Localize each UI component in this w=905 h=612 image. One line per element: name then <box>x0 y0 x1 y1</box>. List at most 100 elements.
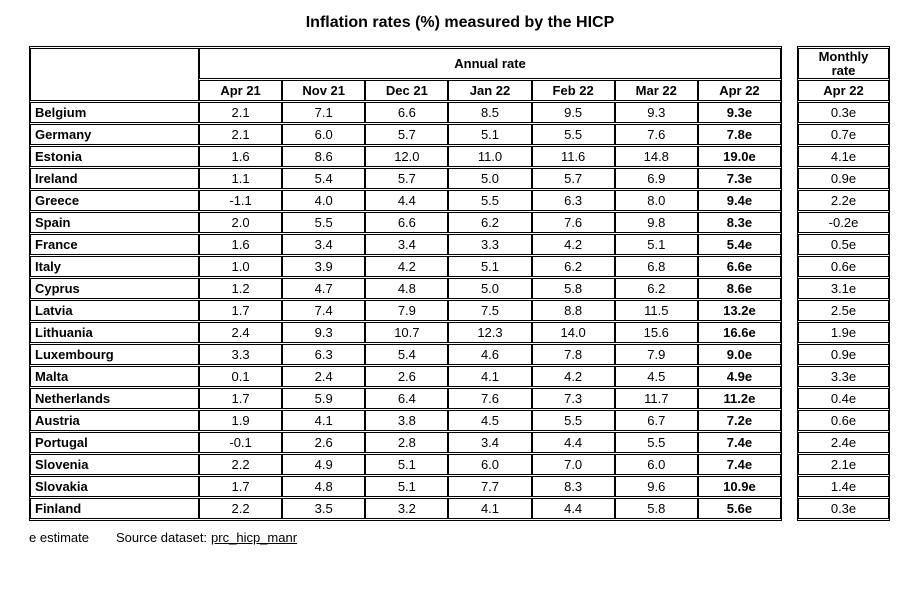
country-label: Netherlands <box>30 388 199 409</box>
annual-value-cell: 6.6 <box>365 212 449 233</box>
table-row: Germany 2.1 6.0 5.7 5.1 5.5 7.6 7.8e <box>30 124 781 145</box>
table-row: 0.4e <box>798 388 889 409</box>
annual-value-cell: 5.5 <box>282 212 366 233</box>
annual-value-cell: 13.2e <box>697 300 781 321</box>
annual-value-cell: 4.2 <box>365 256 449 277</box>
annual-value-cell: 3.2 <box>365 498 449 519</box>
table-row: 2.2e <box>798 190 889 211</box>
annual-value-cell: 1.2 <box>199 278 283 299</box>
table-row: 0.6e <box>798 256 889 277</box>
annual-value-cell: 5.5 <box>614 432 698 453</box>
annual-value-cell: 5.1 <box>448 256 532 277</box>
annual-value-cell: 9.5 <box>531 102 615 123</box>
annual-value-cell: 5.4e <box>697 234 781 255</box>
annual-value-cell: 5.0 <box>448 168 532 189</box>
annual-value-cell: 5.0 <box>448 278 532 299</box>
annual-value-cell: 6.7 <box>614 410 698 431</box>
annual-value-cell: 4.0 <box>282 190 366 211</box>
annual-value-cell: 4.2 <box>531 366 615 387</box>
monthly-value-cell: 0.7e <box>798 124 889 145</box>
annual-value-cell: 2.2 <box>199 454 283 475</box>
table-row: 3.3e <box>798 366 889 387</box>
annual-value-cell: 8.6e <box>697 278 781 299</box>
annual-value-cell: 5.7 <box>365 168 449 189</box>
column-header-monthly-apr-22: Apr 22 <box>798 80 889 101</box>
table-row: 1.4e <box>798 476 889 497</box>
country-label: Portugal <box>30 432 199 453</box>
annual-value-cell: 6.3 <box>282 344 366 365</box>
column-header-nov-21: Nov 21 <box>282 80 366 101</box>
table-row: 0.6e <box>798 410 889 431</box>
monthly-value-cell: 0.9e <box>798 344 889 365</box>
table-row: 0.9e <box>798 168 889 189</box>
table-row: 3.1e <box>798 278 889 299</box>
table-row: Belgium 2.1 7.1 6.6 8.5 9.5 9.3 9.3e <box>30 102 781 123</box>
annual-value-cell: 9.0e <box>697 344 781 365</box>
table-row: Spain 2.0 5.5 6.6 6.2 7.6 9.8 8.3e <box>30 212 781 233</box>
annual-value-cell: 1.0 <box>199 256 283 277</box>
source-dataset-link[interactable]: prc_hicp_manr <box>211 530 298 545</box>
annual-value-cell: 4.9 <box>282 454 366 475</box>
annual-value-cell: 6.6e <box>697 256 781 277</box>
annual-value-cell: 11.7 <box>614 388 698 409</box>
monthly-rate-group-header: Monthly rate <box>798 48 889 79</box>
annual-value-cell: 6.2 <box>614 278 698 299</box>
annual-value-cell: 4.8 <box>282 476 366 497</box>
annual-value-cell: 6.6 <box>365 102 449 123</box>
column-header-mar-22: Mar 22 <box>614 80 698 101</box>
monthly-value-cell: 3.1e <box>798 278 889 299</box>
annual-value-cell: 11.0 <box>448 146 532 167</box>
annual-value-cell: 2.4 <box>199 322 283 343</box>
table-row: Portugal -0.1 2.6 2.8 3.4 4.4 5.5 7.4e <box>30 432 781 453</box>
table-row: 0.3e <box>798 498 889 519</box>
annual-value-cell: 1.1 <box>199 168 283 189</box>
annual-value-cell: 3.3 <box>199 344 283 365</box>
annual-value-cell: 7.2e <box>697 410 781 431</box>
table-row: Austria 1.9 4.1 3.8 4.5 5.5 6.7 7.2e <box>30 410 781 431</box>
annual-value-cell: 1.9 <box>199 410 283 431</box>
annual-value-cell: 5.1 <box>365 454 449 475</box>
annual-value-cell: 2.1 <box>199 102 283 123</box>
monthly-value-cell: 0.6e <box>798 256 889 277</box>
annual-value-cell: 7.6 <box>614 124 698 145</box>
country-label: Cyprus <box>30 278 199 299</box>
table-row: Lithuania 2.4 9.3 10.7 12.3 14.0 15.6 16.6e <box>30 322 781 343</box>
annual-value-cell: 1.7 <box>199 388 283 409</box>
annual-value-cell: 1.7 <box>199 476 283 497</box>
annual-value-cell: 19.0e <box>697 146 781 167</box>
tables-container: Annual rate Apr 21 Nov 21 Dec 21 Jan 22 Feb … <box>29 46 891 521</box>
annual-value-cell: 2.4 <box>282 366 366 387</box>
annual-value-cell: 2.0 <box>199 212 283 233</box>
country-label: Slovakia <box>30 476 199 497</box>
table-row: Cyprus 1.2 4.7 4.8 5.0 5.8 6.2 8.6e <box>30 278 781 299</box>
annual-value-cell: 11.6 <box>531 146 615 167</box>
country-label: Luxembourg <box>30 344 199 365</box>
country-label: Spain <box>30 212 199 233</box>
annual-value-cell: 4.5 <box>614 366 698 387</box>
table-row: Italy 1.0 3.9 4.2 5.1 6.2 6.8 6.6e <box>30 256 781 277</box>
annual-value-cell: 5.7 <box>365 124 449 145</box>
annual-value-cell: 6.3 <box>531 190 615 211</box>
annual-group-header-row: Annual rate <box>30 48 781 101</box>
country-label: France <box>30 234 199 255</box>
monthly-value-cell: 0.3e <box>798 102 889 123</box>
table-row: Ireland 1.1 5.4 5.7 5.0 5.7 6.9 7.3e <box>30 168 781 189</box>
annual-value-cell: 15.6 <box>614 322 698 343</box>
table-row: Estonia 1.6 8.6 12.0 11.0 11.6 14.8 19.0e <box>30 146 781 167</box>
table-row: -0.2e <box>798 212 889 233</box>
annual-value-cell: 5.8 <box>531 278 615 299</box>
monthly-value-cell: 0.3e <box>798 498 889 519</box>
annual-value-cell: 2.8 <box>365 432 449 453</box>
monthly-value-cell: 4.1e <box>798 146 889 167</box>
monthly-table-header: Monthly rate Apr 22 <box>798 48 889 101</box>
monthly-value-cell: 2.4e <box>798 432 889 453</box>
annual-value-cell: 4.7 <box>282 278 366 299</box>
annual-value-cell: 7.6 <box>448 388 532 409</box>
table-row: Slovakia 1.7 4.8 5.1 7.7 8.3 9.6 10.9e <box>30 476 781 497</box>
annual-value-cell: 6.0 <box>282 124 366 145</box>
table-row: Malta 0.1 2.4 2.6 4.1 4.2 4.5 4.9e <box>30 366 781 387</box>
annual-value-cell: 8.0 <box>614 190 698 211</box>
annual-value-cell: 5.8 <box>614 498 698 519</box>
country-label: Malta <box>30 366 199 387</box>
